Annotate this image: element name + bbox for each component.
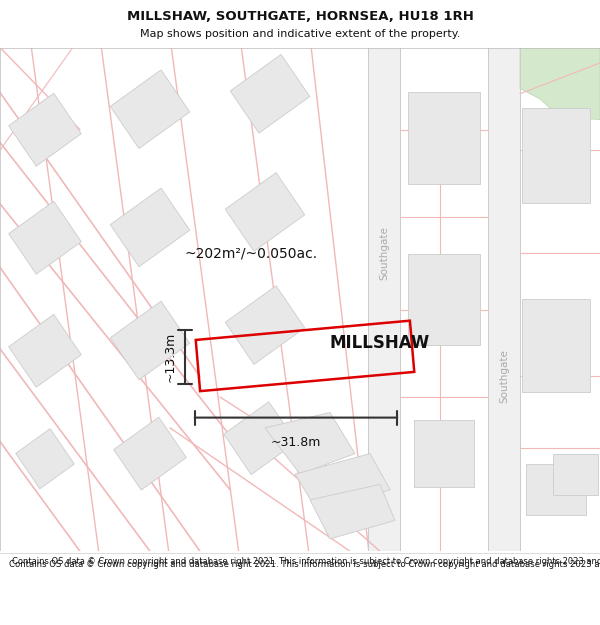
Bar xyxy=(110,70,190,149)
Bar xyxy=(224,402,296,474)
Polygon shape xyxy=(368,38,400,561)
Text: ~202m²/~0.050ac.: ~202m²/~0.050ac. xyxy=(185,246,318,260)
Text: Contains OS data © Crown copyright and database right 2021. This information is : Contains OS data © Crown copyright and d… xyxy=(9,560,600,569)
Polygon shape xyxy=(295,454,390,515)
Bar xyxy=(9,201,81,274)
Bar xyxy=(9,314,81,388)
Polygon shape xyxy=(520,48,600,119)
Bar xyxy=(114,417,186,490)
Bar xyxy=(526,464,586,515)
Bar xyxy=(408,92,480,184)
Bar xyxy=(16,429,74,489)
Text: Southgate: Southgate xyxy=(379,226,389,280)
Bar xyxy=(230,54,310,133)
Bar xyxy=(110,188,190,267)
Text: ~13.3m: ~13.3m xyxy=(164,332,177,382)
Text: MILLSHAW: MILLSHAW xyxy=(330,334,430,351)
Bar xyxy=(414,420,474,487)
Bar xyxy=(225,173,305,251)
Bar xyxy=(522,299,590,392)
Bar xyxy=(553,454,598,495)
Bar xyxy=(225,286,305,364)
Polygon shape xyxy=(265,412,355,474)
Bar xyxy=(110,301,190,380)
Bar xyxy=(408,254,480,344)
Polygon shape xyxy=(488,38,520,561)
Bar xyxy=(9,93,81,166)
Text: Map shows position and indicative extent of the property.: Map shows position and indicative extent… xyxy=(140,29,460,39)
Text: ~31.8m: ~31.8m xyxy=(271,436,321,449)
Text: Contains OS data © Crown copyright and database right 2021. This information is : Contains OS data © Crown copyright and d… xyxy=(12,557,600,566)
Text: MILLSHAW, SOUTHGATE, HORNSEA, HU18 1RH: MILLSHAW, SOUTHGATE, HORNSEA, HU18 1RH xyxy=(127,11,473,24)
Bar xyxy=(196,321,414,391)
Text: Southgate: Southgate xyxy=(499,349,509,403)
Polygon shape xyxy=(310,484,395,539)
Bar xyxy=(522,108,590,202)
